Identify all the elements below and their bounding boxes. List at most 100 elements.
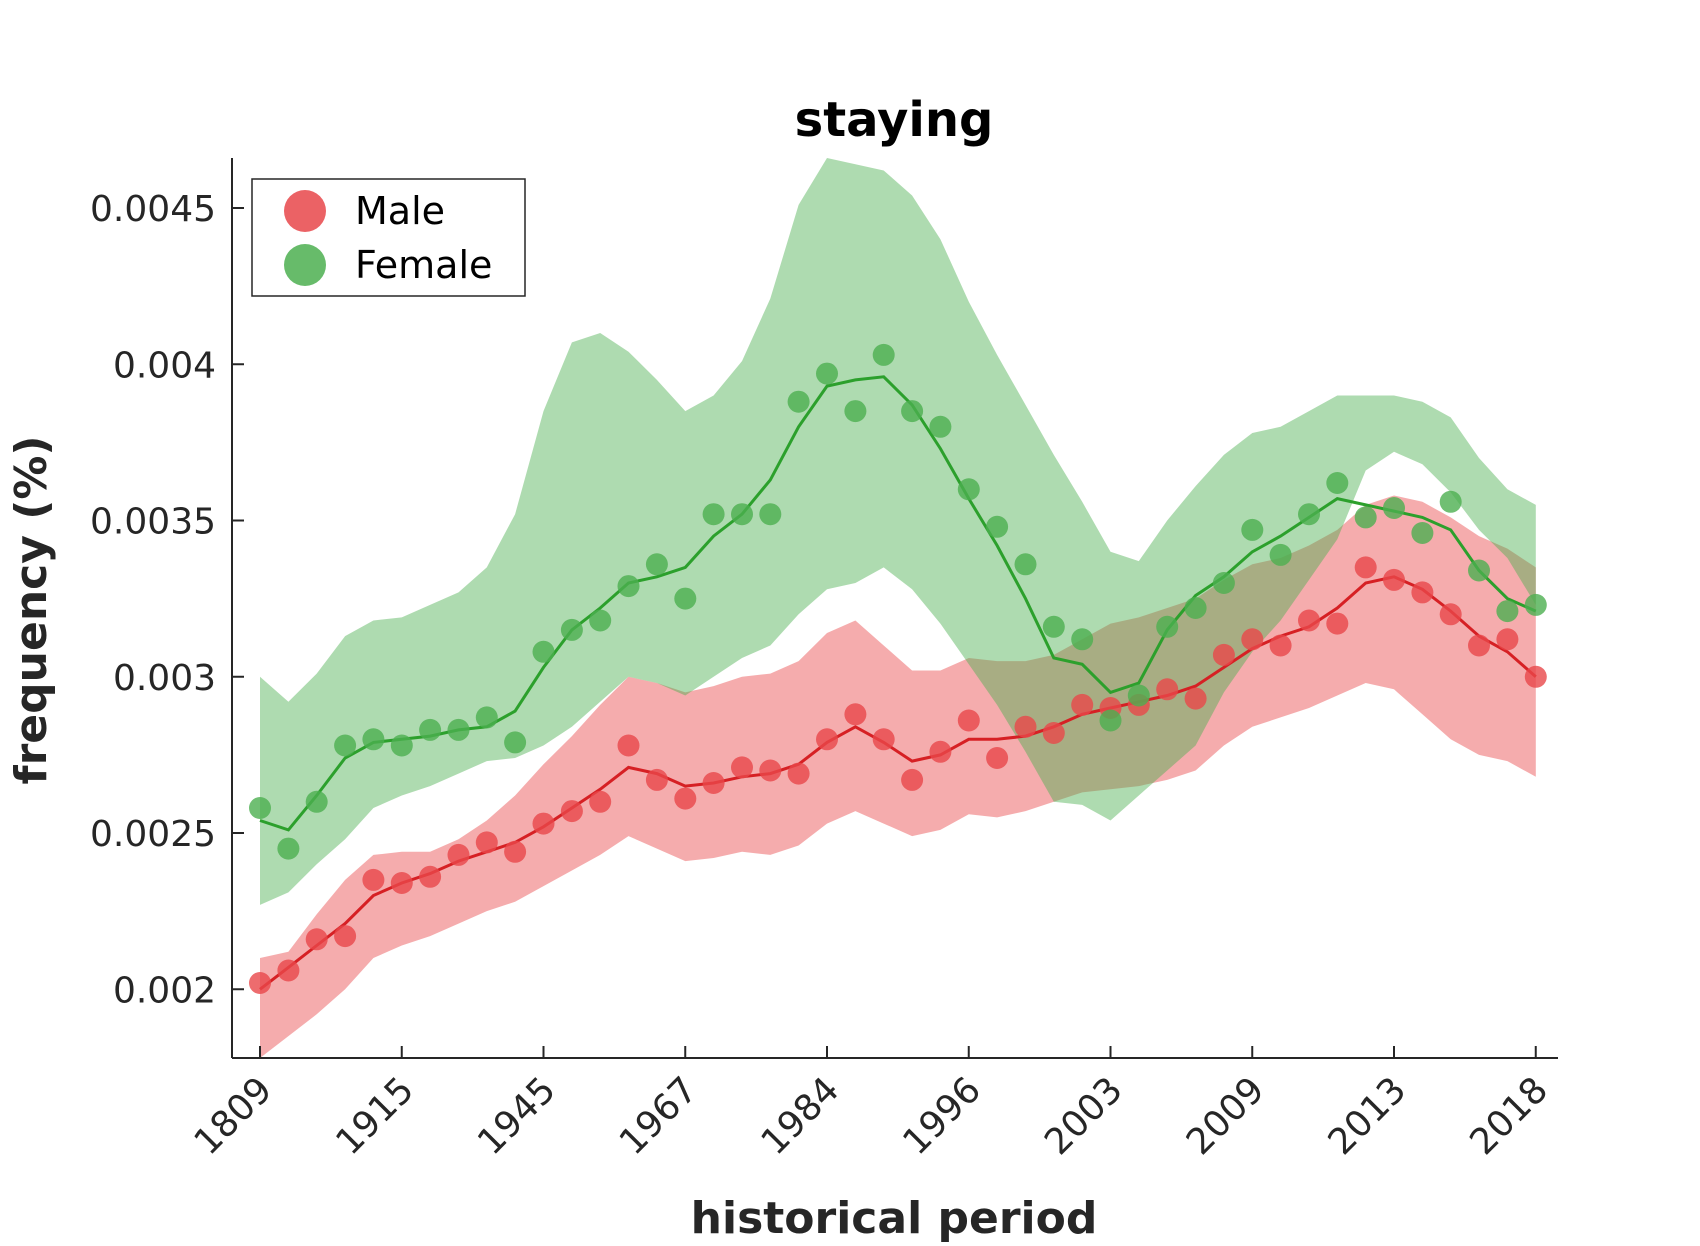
male-data-point — [419, 865, 442, 888]
female-data-point — [1071, 628, 1094, 651]
female-data-point — [901, 400, 924, 423]
male-data-point — [249, 972, 271, 994]
data-points — [249, 343, 1547, 994]
male-data-point — [787, 762, 810, 785]
female-data-point — [1326, 472, 1349, 494]
female-data-point — [589, 609, 612, 632]
male-data-point — [589, 790, 612, 813]
male-data-point — [1241, 628, 1264, 651]
female-data-point — [844, 400, 867, 423]
male-data-point — [1269, 634, 1292, 657]
female-data-point — [872, 343, 895, 366]
male-data-point — [702, 772, 725, 794]
male-data-point — [475, 831, 498, 854]
female-data-point — [702, 503, 725, 526]
legend: Male Female — [251, 178, 526, 297]
female-data-point — [1298, 503, 1320, 526]
y-ticks: 0.002 0.0025 0.003 0.0035 0.004 0.0045 — [90, 189, 244, 1011]
female-confidence-band — [260, 158, 1536, 905]
male-data-point — [1298, 609, 1320, 632]
female-data-point — [447, 718, 470, 741]
male-data-point — [334, 925, 357, 948]
male-trend-line — [259, 575, 1537, 991]
legend-label-male: Male — [355, 189, 445, 233]
female-data-point — [1269, 543, 1292, 566]
female-data-point — [759, 503, 782, 526]
male-data-point — [1439, 603, 1462, 626]
male-data-point — [504, 840, 527, 863]
legend-marker-male — [284, 190, 326, 232]
confidence-bands — [260, 158, 1536, 1058]
x-axis-label: historical period — [691, 1193, 1098, 1244]
female-data-point — [249, 797, 271, 819]
y-tick-label: 0.0025 — [90, 814, 216, 855]
female-data-point — [1524, 593, 1547, 616]
female-data-point — [787, 390, 810, 413]
male-confidence-band — [260, 495, 1536, 1058]
male-data-point — [929, 740, 952, 763]
female-data-point — [532, 640, 555, 663]
male-data-point — [305, 928, 328, 951]
male-data-point — [986, 747, 1009, 769]
male-data-point — [532, 812, 555, 835]
male-data-point — [1496, 628, 1519, 651]
male-data-point — [1411, 581, 1434, 604]
y-tick-label: 0.0035 — [90, 502, 216, 543]
male-data-point — [390, 872, 413, 894]
female-data-point — [1439, 490, 1462, 513]
female-data-point — [674, 587, 697, 610]
male-data-point — [1184, 687, 1207, 710]
female-data-point — [362, 728, 385, 751]
trend-lines — [259, 375, 1537, 991]
male-data-point — [731, 756, 753, 779]
female-data-point — [1099, 709, 1122, 732]
female-data-point — [986, 515, 1009, 538]
female-data-point — [390, 734, 413, 757]
y-tick-label: 0.002 — [113, 970, 216, 1011]
female-data-point — [1383, 497, 1405, 519]
female-data-point — [929, 415, 952, 438]
y-axis-label: frequency (%) — [6, 435, 57, 784]
female-data-point — [419, 718, 442, 741]
female-data-point — [1184, 597, 1207, 619]
male-data-point — [1071, 693, 1094, 716]
female-data-point — [475, 706, 498, 729]
male-data-point — [1326, 612, 1349, 635]
male-data-point — [447, 843, 470, 866]
male-data-point — [674, 787, 697, 810]
chart-title: staying — [795, 92, 994, 148]
y-tick-label: 0.003 — [113, 658, 216, 699]
female-data-point — [560, 618, 583, 641]
female-data-point — [504, 731, 527, 754]
male-data-point — [844, 703, 867, 726]
y-tick-label: 0.0045 — [90, 189, 216, 230]
female-data-point — [1411, 522, 1434, 544]
y-tick-label: 0.004 — [113, 345, 216, 386]
male-data-point — [1014, 715, 1037, 738]
male-data-point — [1042, 722, 1065, 744]
female-data-point — [645, 553, 668, 576]
male-data-point — [957, 709, 980, 732]
female-data-point — [1212, 572, 1235, 594]
female-trend-line — [259, 375, 1537, 832]
female-data-point — [617, 575, 640, 598]
male-data-point — [1212, 643, 1235, 666]
female-data-point — [1496, 600, 1519, 623]
legend-marker-female — [284, 244, 326, 286]
female-data-point — [305, 790, 328, 813]
female-data-point — [816, 362, 838, 385]
male-data-point — [1524, 665, 1547, 688]
male-data-point — [872, 728, 895, 751]
female-data-point — [1127, 684, 1150, 707]
female-data-point — [1241, 518, 1264, 541]
female-data-point — [1014, 553, 1037, 576]
female-data-point — [1354, 506, 1377, 529]
male-data-point — [1354, 556, 1377, 579]
female-data-point — [1156, 615, 1179, 638]
female-data-point — [957, 478, 980, 501]
male-data-point — [1468, 634, 1490, 657]
male-data-point — [1156, 678, 1179, 701]
male-data-point — [759, 759, 782, 782]
female-data-point — [334, 734, 357, 757]
